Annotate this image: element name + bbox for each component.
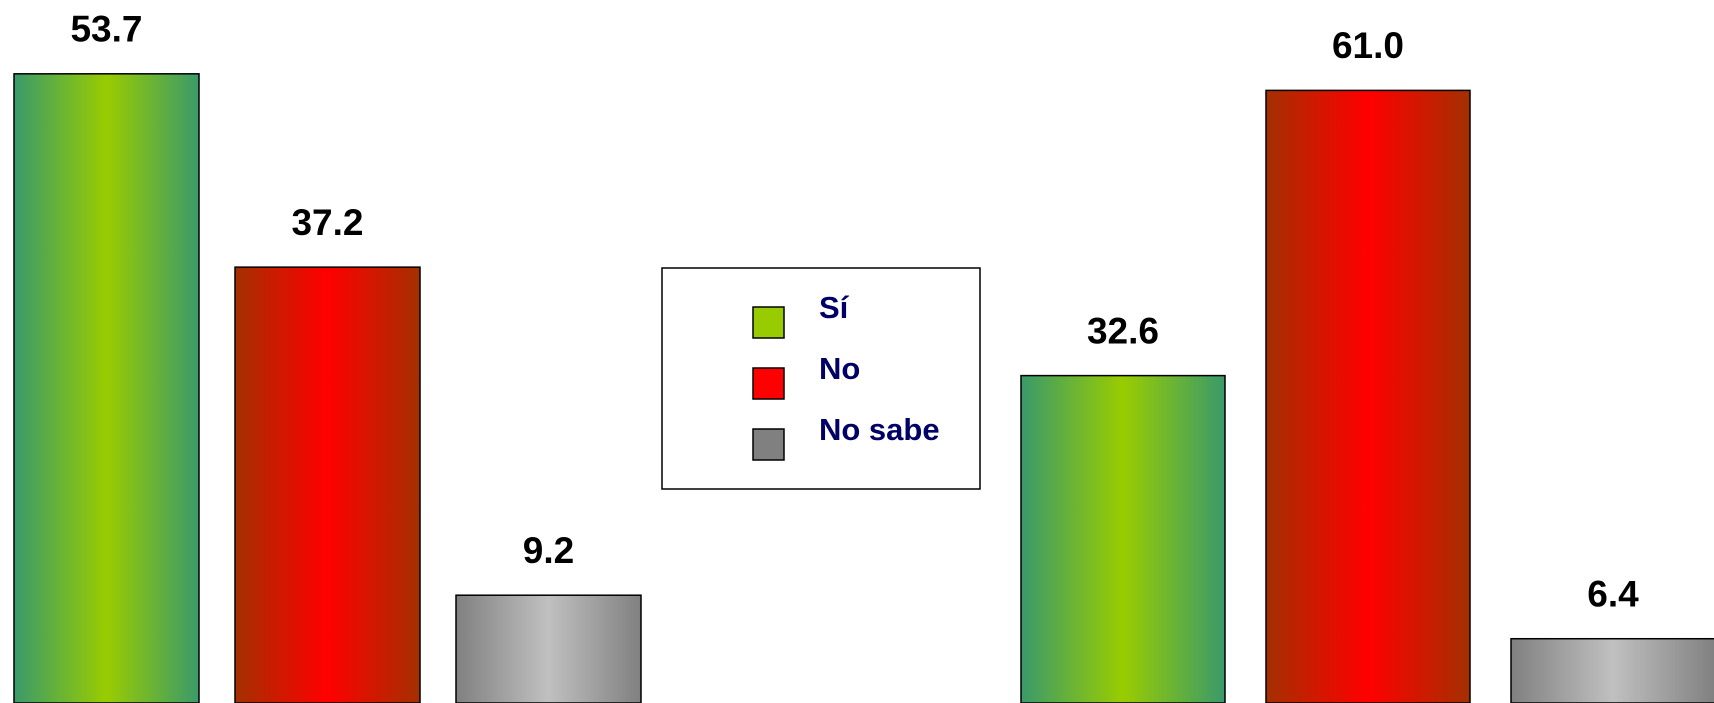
legend-label: No [819, 351, 860, 386]
value-label: 37.2 [291, 202, 363, 243]
bar [1265, 89, 1471, 703]
legend-label: No sabe [819, 412, 940, 447]
value-label: 61.0 [1332, 25, 1404, 66]
bar [1510, 637, 1714, 703]
legend-swatch [752, 367, 785, 400]
value-label: 6.4 [1587, 574, 1639, 615]
legend-swatch [752, 306, 785, 339]
legend-label: Sí [819, 290, 850, 325]
bar [1020, 374, 1226, 703]
value-label: 32.6 [1087, 310, 1159, 351]
bar [13, 73, 200, 703]
bar [234, 266, 421, 703]
legend-swatch [752, 428, 785, 461]
value-label: 53.7 [70, 9, 142, 50]
legend-box [661, 267, 981, 490]
value-label: 9.2 [523, 530, 574, 571]
bar [455, 594, 642, 703]
